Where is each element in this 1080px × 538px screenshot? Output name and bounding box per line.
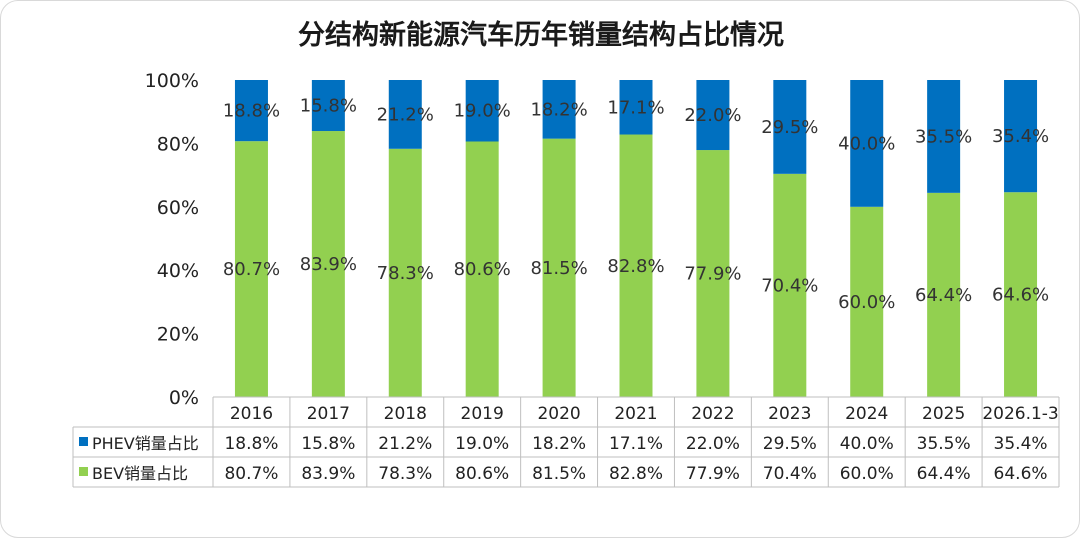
table-cell-bev: 81.5%: [532, 464, 586, 484]
table-cell-phev: 29.5%: [763, 434, 817, 454]
table-cell-bev: 60.0%: [840, 464, 894, 484]
table-cell-bev: 78.3%: [378, 464, 432, 484]
bev-data-label: 81.5%: [530, 258, 587, 279]
table-cell-phev: 22.0%: [686, 434, 740, 454]
y-tick-label: 100%: [145, 70, 199, 92]
legend-key-phev: [79, 437, 88, 446]
x-category-label: 2024: [845, 404, 888, 424]
x-category-label: 2025: [922, 404, 965, 424]
data-labels: 80.7% 18.8% 83.9% 15.8% 78.3% 21.2% 80.6% 19.0%…: [223, 96, 1049, 313]
table-cell-bev: 80.7%: [224, 464, 278, 484]
bar-phev: [1004, 80, 1038, 193]
phev-data-label: 18.2%: [530, 99, 587, 120]
bar-phev: [234, 80, 268, 142]
table-cell-phev: 17.1%: [609, 434, 663, 454]
table-cell-phev: 18.2%: [532, 434, 586, 454]
legend-label-bev: BEV销量占比: [92, 464, 188, 483]
data-table: 2016 2017 2018 2019 2020 2021 2022 2023 2024 2025…: [72, 396, 1060, 488]
table-cell-phev: 21.2%: [378, 434, 432, 454]
table-cell-bev: 64.4%: [917, 464, 971, 484]
bar-bev: [1004, 192, 1038, 397]
bar-phev: [311, 80, 345, 132]
bar-phev: [773, 80, 807, 174]
x-category-label: 2026.1-3: [982, 404, 1058, 424]
legend-label-phev: PHEV销量占比: [92, 434, 199, 453]
bar-bev: [388, 148, 422, 397]
bar-phev: [388, 80, 422, 149]
phev-data-label: 22.0%: [684, 105, 741, 126]
y-tick-label: 20%: [157, 324, 199, 346]
table-cell-phev: 35.5%: [917, 434, 971, 454]
x-category-label: 2017: [307, 404, 350, 424]
phev-data-label: 40.0%: [838, 133, 895, 154]
phev-data-label: 21.2%: [377, 104, 434, 125]
bar-phev: [465, 80, 499, 142]
bar-bev: [696, 150, 730, 397]
bar-phev: [927, 80, 961, 193]
bar-phev: [619, 80, 653, 135]
bev-data-label: 64.6%: [992, 285, 1049, 306]
bar-bev: [465, 141, 499, 397]
y-tick-label: 0%: [169, 387, 199, 409]
table-cell-phev: 40.0%: [840, 434, 894, 454]
phev-data-label: 18.8%: [223, 101, 280, 122]
bars: [234, 80, 1038, 398]
bev-data-label: 80.6%: [454, 259, 511, 280]
table-cell-bev: 83.9%: [301, 464, 355, 484]
phev-data-label: 15.8%: [300, 96, 357, 117]
y-axis: 0% 20% 40% 60% 80% 100%: [145, 70, 199, 409]
phev-data-label: 17.1%: [607, 97, 664, 118]
x-category-label: 2018: [384, 404, 427, 424]
phev-data-label: 29.5%: [761, 117, 818, 138]
y-tick-label: 60%: [157, 197, 199, 219]
x-category-label: 2019: [461, 404, 504, 424]
bar-phev: [850, 80, 884, 207]
table-cell-phev: 18.8%: [224, 434, 278, 454]
bev-data-label: 70.4%: [761, 275, 818, 296]
chart-title: 分结构新能源汽车历年销量结构占比情况: [298, 19, 784, 51]
bar-bev: [850, 206, 884, 397]
bev-data-label: 78.3%: [377, 263, 434, 284]
legend-key-bev: [79, 467, 88, 476]
table-cell-phev: 35.4%: [994, 434, 1048, 454]
table-cell-bev: 64.6%: [994, 464, 1048, 484]
x-category-label: 2023: [768, 404, 811, 424]
x-category-label: 2020: [537, 404, 580, 424]
table-cell-bev: 82.8%: [609, 464, 663, 484]
phev-data-label: 35.5%: [915, 126, 972, 147]
bar-bev: [927, 192, 961, 397]
bar-phev: [696, 80, 730, 151]
y-tick-label: 80%: [157, 133, 199, 155]
bev-data-label: 60.0%: [838, 292, 895, 313]
bar-bev: [542, 138, 576, 397]
y-tick-label: 40%: [157, 260, 199, 282]
table-cell-bev: 77.9%: [686, 464, 740, 484]
bev-data-label: 77.9%: [684, 264, 741, 285]
bar-bev: [619, 134, 653, 398]
x-category-label: 2021: [614, 404, 657, 424]
phev-data-label: 19.0%: [454, 101, 511, 122]
table-cell-bev: 80.6%: [455, 464, 509, 484]
phev-data-label: 35.4%: [992, 126, 1049, 147]
bar-phev: [542, 80, 576, 139]
table-cell-phev: 19.0%: [455, 434, 509, 454]
bev-data-label: 64.4%: [915, 285, 972, 306]
x-category-label: 2022: [691, 404, 734, 424]
bar-bev: [234, 141, 268, 397]
bev-data-label: 80.7%: [223, 259, 280, 280]
bev-data-label: 83.9%: [300, 254, 357, 275]
bar-bev: [773, 173, 807, 397]
bev-data-label: 82.8%: [607, 256, 664, 277]
table-cell-phev: 15.8%: [301, 434, 355, 454]
bar-bev: [311, 131, 345, 398]
table-cell-bev: 70.4%: [763, 464, 817, 484]
x-category-label: 2016: [230, 404, 273, 424]
